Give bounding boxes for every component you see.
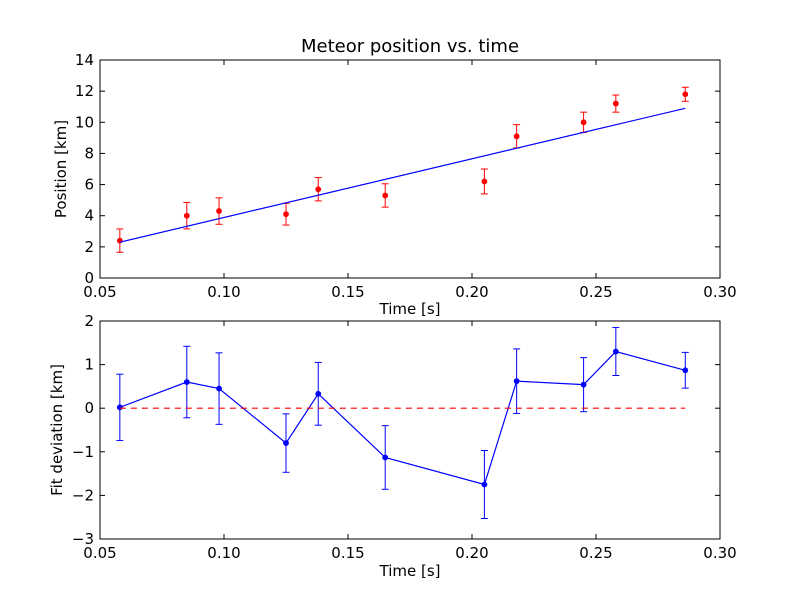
position-ytick-label: 8	[84, 144, 94, 162]
deviation-data-point	[382, 454, 389, 461]
position-data-point	[513, 133, 520, 140]
position-xtick-label: 0.25	[579, 283, 612, 301]
position-data-point	[612, 100, 619, 107]
position-fit-line	[119, 107, 686, 243]
position-data-point	[315, 186, 322, 193]
position-data-point	[283, 211, 289, 218]
deviation-ytick-label: −3	[72, 530, 94, 548]
deviation-ytick-label: −2	[72, 486, 94, 504]
deviation-data-point	[283, 440, 289, 446]
deviation-data-point	[580, 381, 587, 388]
deviation-xtick-label: 0.15	[331, 544, 364, 562]
position-ytick-label: 4	[84, 207, 94, 225]
position-plot-ticks: 0.05 0.10 0.15 0.20 0.25 0.30 0 2 4 6 8 10 12 14	[75, 51, 737, 301]
position-data-point	[682, 91, 689, 98]
deviation-plot: 0.05 0.10 0.15 0.20 0.25 0.30 −3 −2 −1 0 1 2 Time […	[48, 312, 737, 580]
deviation-plot-marks	[116, 327, 689, 520]
deviation-xtick-label: 0.30	[703, 544, 736, 562]
position-xtick-label: 0.20	[455, 283, 488, 301]
deviation-data-point	[183, 379, 190, 385]
deviation-ytick-label: −1	[72, 443, 94, 461]
position-ytick-label: 12	[75, 82, 94, 100]
deviation-ytick-label: 2	[84, 312, 94, 330]
deviation-plot-xlabel: Time [s]	[379, 562, 441, 580]
position-xtick-label: 0.30	[703, 283, 736, 301]
deviation-xtick-label: 0.10	[207, 544, 240, 562]
position-ytick-label: 0	[84, 269, 94, 287]
position-ytick-label: 2	[84, 238, 94, 256]
position-plot: Meteor position vs. time 0.05 0.10 0.15 0.2…	[52, 36, 737, 318]
deviation-xtick-label: 0.20	[455, 544, 488, 562]
deviation-data-point	[682, 367, 689, 374]
position-plot-marks	[116, 86, 689, 253]
deviation-ytick-label: 0	[84, 399, 94, 417]
position-data-point	[481, 178, 488, 185]
position-data-point	[216, 208, 222, 214]
deviation-plot-ylabel: Fit deviation [km]	[48, 364, 66, 496]
position-plot-title: Meteor position vs. time	[301, 36, 519, 57]
deviation-ytick-label: 1	[84, 356, 94, 374]
deviation-data-point	[315, 390, 322, 397]
position-plot-xlabel: Time [s]	[379, 300, 441, 318]
position-data-point	[183, 212, 190, 219]
position-xtick-label: 0.10	[207, 283, 240, 301]
position-ytick-label: 10	[75, 113, 94, 131]
position-data-point	[580, 119, 587, 126]
deviation-data-point	[481, 481, 488, 488]
deviation-xtick-label: 0.25	[579, 544, 612, 562]
position-xtick-label: 0.05	[83, 283, 116, 301]
position-ytick-label: 6	[84, 176, 94, 194]
position-xtick-label: 0.15	[331, 283, 364, 301]
deviation-xtick-label: 0.05	[83, 544, 116, 562]
deviation-data-point	[513, 378, 520, 385]
deviation-plot-ticks: 0.05 0.10 0.15 0.20 0.25 0.30 −3 −2 −1 0 1 2	[72, 312, 737, 562]
deviation-plot-frame	[99, 320, 721, 540]
deviation-data-point	[612, 348, 619, 355]
position-plot-frame	[99, 59, 721, 279]
position-ytick-label: 14	[75, 51, 94, 69]
position-plot-ylabel: Position [km]	[52, 120, 70, 218]
position-data-point	[382, 192, 389, 199]
deviation-data-point	[116, 404, 123, 411]
deviation-data-point	[216, 385, 222, 392]
